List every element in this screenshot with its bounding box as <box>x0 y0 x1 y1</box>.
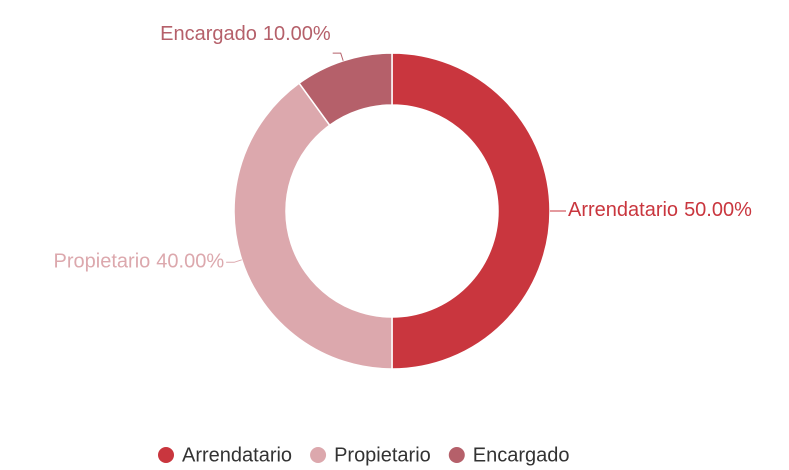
slice-label: Propietario 40.00% <box>54 251 225 273</box>
leader-line <box>226 259 242 263</box>
legend-label: Encargado <box>473 444 570 466</box>
donut-slice <box>298 52 393 127</box>
slice-label-name: Encargado <box>160 23 257 45</box>
slice-label-name: Arrendatario <box>568 199 678 221</box>
donut-slice <box>233 82 393 370</box>
legend-label: Propietario <box>334 444 431 466</box>
slice-label-name: Propietario <box>54 251 151 273</box>
slice-label-value: 40.00% <box>156 251 224 273</box>
leader-line <box>332 52 344 61</box>
legend-marker <box>158 447 174 463</box>
slice-label: Arrendatario 50.00% <box>568 199 752 221</box>
slice-label-value: 50.00% <box>684 199 752 221</box>
donut-slice <box>391 52 551 370</box>
legend-marker <box>448 447 465 463</box>
legend-label: Arrendatario <box>182 444 292 466</box>
slice-label-value: 10.00% <box>263 23 331 45</box>
slice-label: Encargado 10.00% <box>160 23 331 45</box>
legend-marker <box>310 447 327 463</box>
